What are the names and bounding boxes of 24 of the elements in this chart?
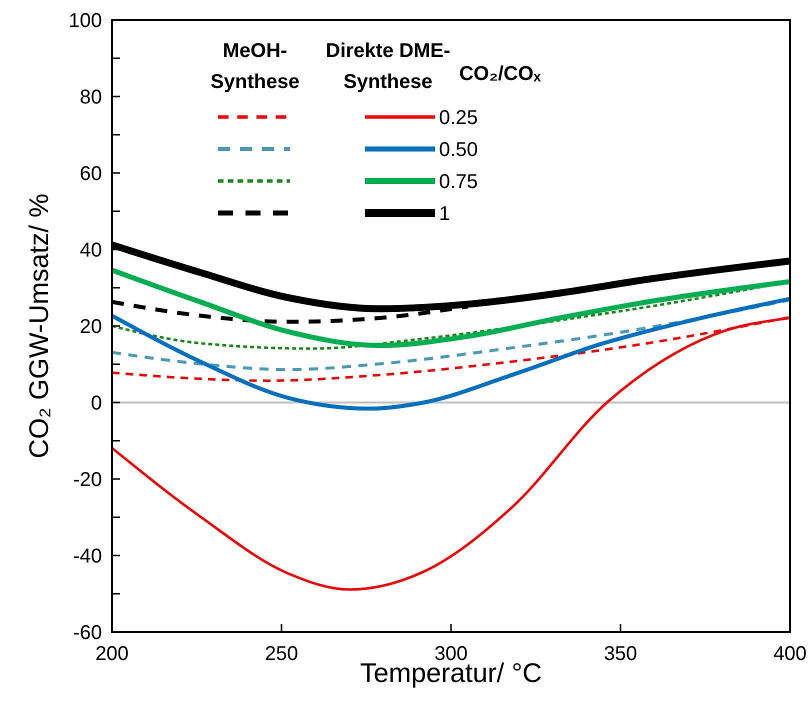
annotation: Direkte DME- Synthese <box>326 40 450 93</box>
annotation: MeOH- Synthese <box>210 40 300 93</box>
x-tick-label: 300 <box>434 643 468 665</box>
x-tick-label: 400 <box>773 643 807 665</box>
y-tick-label: -40 <box>73 546 102 568</box>
y-tick-label: 0 <box>90 392 102 414</box>
y-axis-title: CO₂ GGW-Umsatz/ % <box>24 194 54 458</box>
y-tick-label: 100 <box>68 10 102 32</box>
legend-label: 0.75 <box>439 171 478 193</box>
y-tick-label: 60 <box>80 163 102 185</box>
y-tick-label: -20 <box>73 469 102 491</box>
line-series <box>110 298 792 372</box>
y-tick-label: -60 <box>73 622 102 644</box>
legend-label: 0.50 <box>439 139 478 161</box>
x-tick-label: 350 <box>604 643 638 665</box>
y-tick-label: 40 <box>80 240 102 262</box>
y-tick-label: 80 <box>80 86 102 108</box>
legend-title: CO₂/COₓ <box>459 63 542 85</box>
legend-label: 0.25 <box>439 107 478 129</box>
line-series <box>110 296 792 411</box>
x-tick-label: 200 <box>95 643 129 665</box>
legend-label: 1 <box>439 203 450 225</box>
x-tick-label: 250 <box>264 643 298 665</box>
y-tick-label: 20 <box>80 316 102 338</box>
